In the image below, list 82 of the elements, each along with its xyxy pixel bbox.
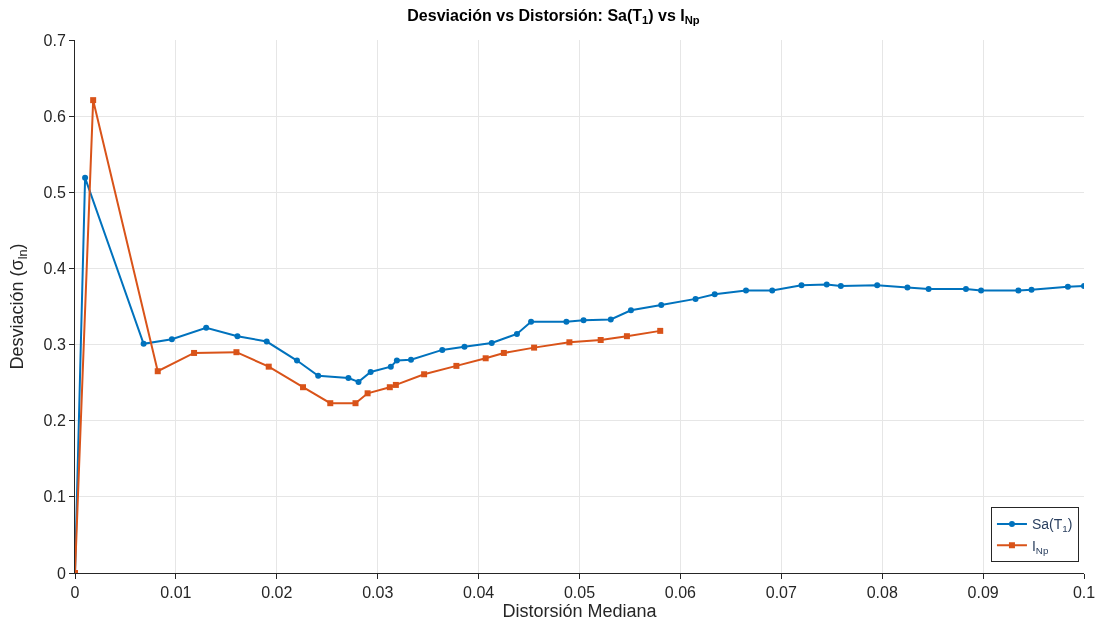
point [798, 282, 805, 289]
x-tick-label: 0.08 [866, 584, 898, 602]
point [392, 381, 399, 388]
point [563, 318, 570, 325]
point [300, 384, 307, 391]
point [528, 318, 535, 325]
point [234, 333, 241, 340]
point [711, 291, 718, 298]
point [742, 287, 749, 294]
point [408, 356, 414, 363]
point [203, 324, 210, 331]
point [293, 357, 300, 364]
point [315, 372, 322, 379]
point [823, 281, 830, 288]
point [154, 368, 161, 375]
point [482, 355, 489, 362]
point [168, 336, 175, 343]
x-tick-label: 0.03 [362, 584, 394, 602]
y-tick-label: 0.6 [43, 107, 66, 125]
point [500, 349, 507, 356]
x-tick-label: 0.07 [765, 584, 797, 602]
y-tick-label: 0.5 [43, 183, 66, 201]
point [421, 371, 428, 378]
point [962, 285, 969, 292]
point [531, 344, 538, 351]
point [566, 339, 573, 346]
point [233, 349, 240, 356]
point [90, 97, 97, 104]
point [623, 333, 630, 340]
point [393, 357, 400, 364]
y-tick-label: 0.3 [43, 336, 66, 354]
point [327, 400, 334, 407]
point [265, 363, 272, 370]
x-tick-label: 0.02 [261, 584, 293, 602]
y-tick-label: 0.4 [43, 260, 66, 278]
point [1015, 287, 1022, 294]
point [837, 282, 844, 289]
x-tick-label: 0.06 [664, 584, 697, 602]
point [607, 316, 614, 323]
point [386, 384, 393, 391]
y-tick-label: 0.2 [43, 412, 66, 430]
point [488, 340, 495, 347]
point [364, 390, 371, 397]
point [978, 287, 985, 294]
x-tick-label: 0.1 [1072, 584, 1096, 602]
x-tick-label: 0 [70, 584, 80, 602]
point [597, 337, 604, 343]
point [140, 340, 147, 347]
x-tick-label: 0.09 [967, 584, 999, 602]
point [82, 174, 89, 181]
point [1028, 286, 1035, 293]
x-tick-label: 0.01 [160, 584, 192, 602]
point [874, 282, 881, 289]
point [439, 346, 446, 353]
point [345, 375, 352, 382]
x-tick-label: 0.05 [563, 584, 596, 602]
point [627, 307, 634, 314]
point [1064, 283, 1071, 290]
point [769, 287, 776, 294]
point [925, 285, 932, 292]
point [461, 343, 468, 350]
point [658, 301, 665, 308]
point [191, 349, 198, 356]
y-tick-label: 0 [56, 564, 66, 582]
legend-label: Sa(T$_{1}$) [1031, 516, 1073, 535]
point [352, 400, 359, 407]
point [367, 368, 374, 375]
point [513, 330, 520, 337]
x-axis-title: Distorsión Mediana [502, 601, 658, 622]
point [453, 362, 460, 369]
point [263, 338, 270, 345]
x-tick-label: 0.04 [463, 584, 495, 602]
y-tick-label: 0.1 [43, 488, 66, 506]
point [692, 295, 699, 302]
point [657, 327, 664, 334]
chart-title: Desviación vs Distorsión: Sa(T$_{1}$) vs I$_{Np}$ [407, 6, 700, 27]
y-tick-label: 0.7 [43, 31, 66, 49]
point [904, 284, 911, 291]
legend-label: I$_{Np}$ [1031, 537, 1049, 556]
point [355, 378, 362, 385]
point [387, 363, 394, 370]
point [580, 317, 587, 324]
